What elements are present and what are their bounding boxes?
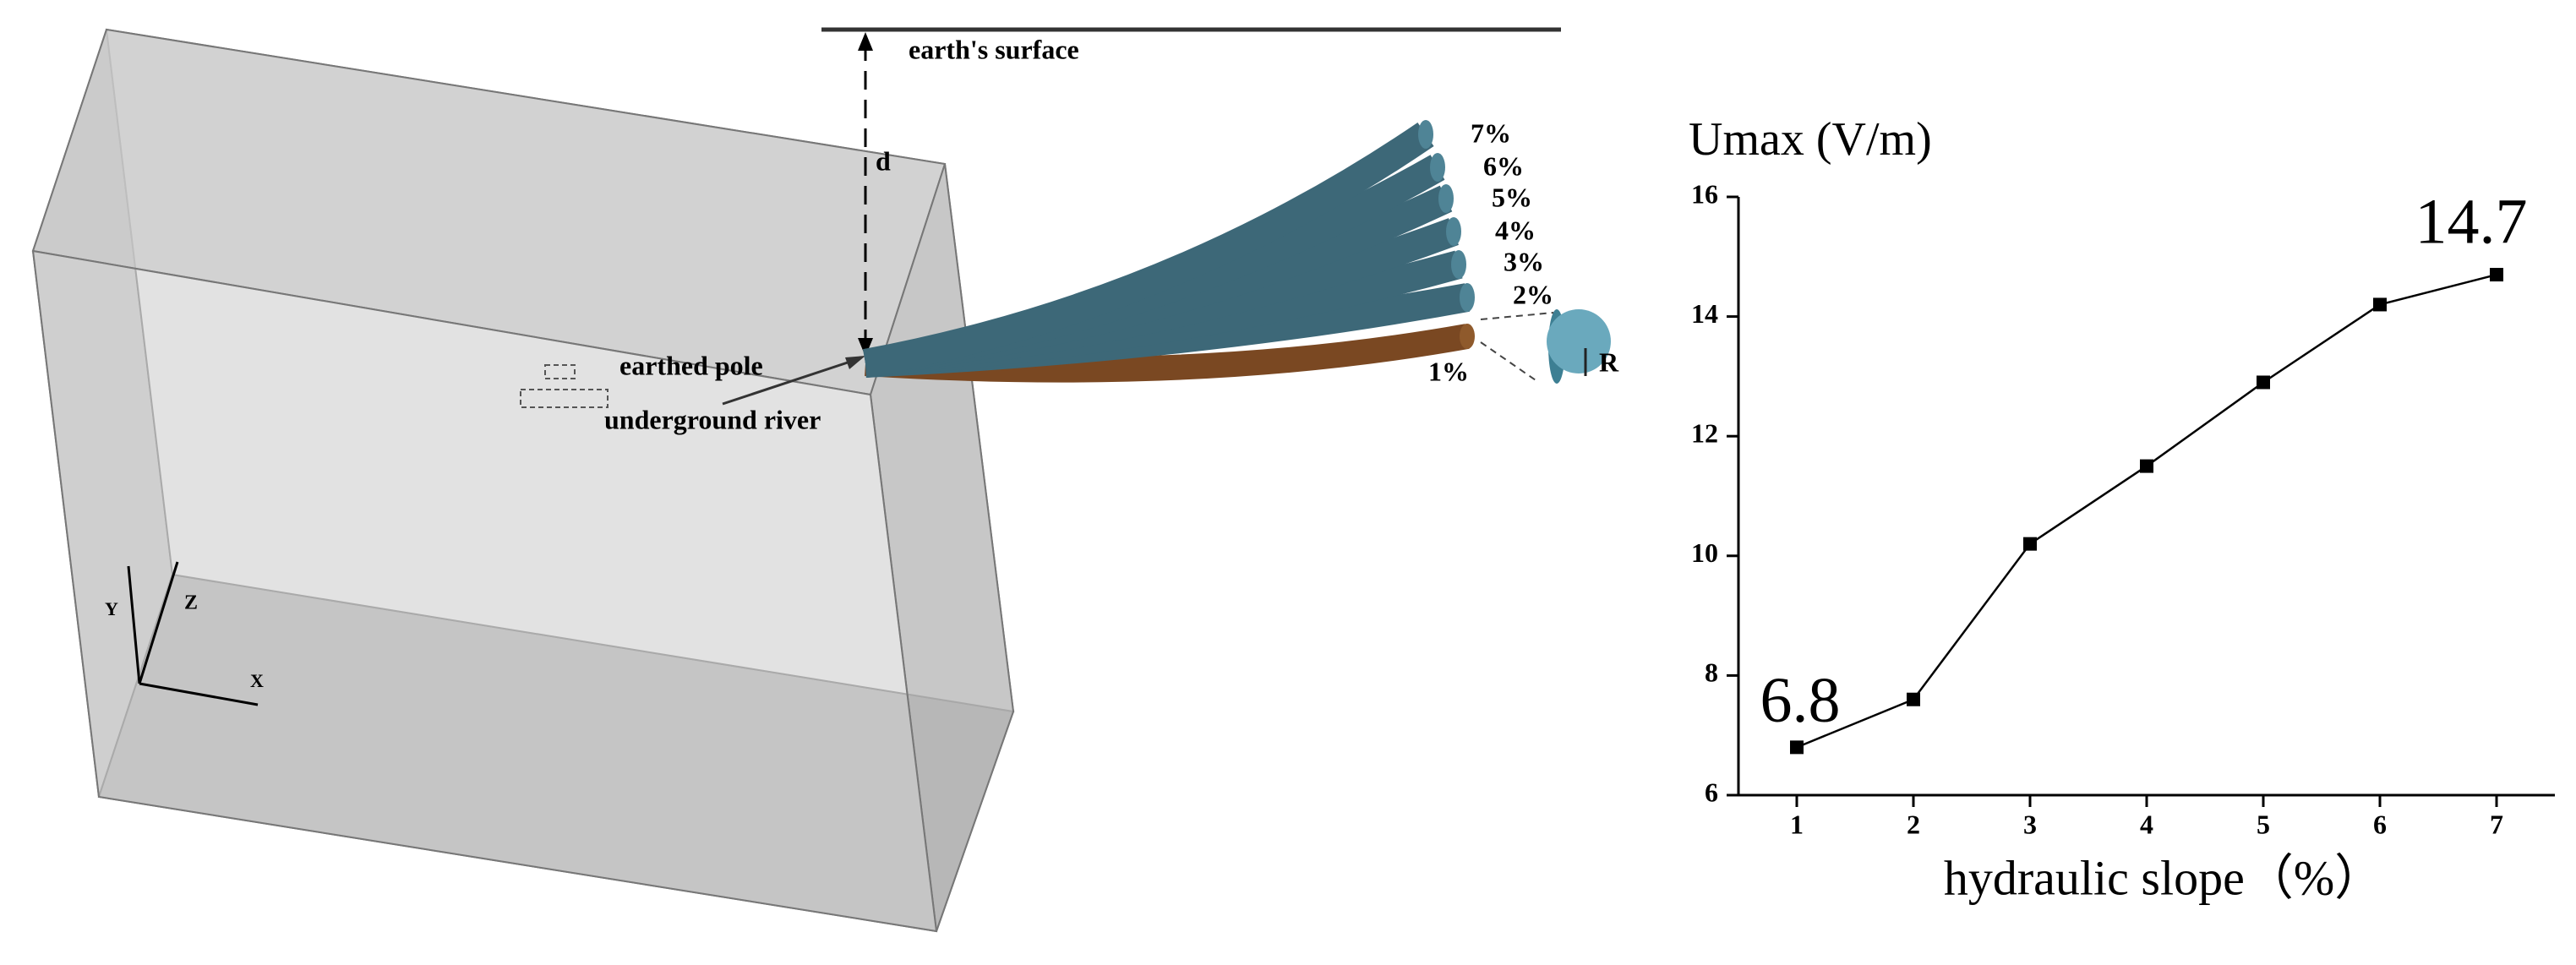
river-end — [1451, 250, 1466, 279]
triad-z — [138, 561, 179, 684]
leader — [1480, 312, 1554, 320]
x-axis-label: hydraulic slope（%） — [1944, 850, 2383, 905]
y-tick-label: 12 — [1691, 418, 1718, 449]
point — [2257, 375, 2270, 390]
arrow-head — [858, 32, 873, 51]
triad-x — [139, 682, 259, 706]
x-tick-label: 3 — [2023, 809, 2037, 839]
depth-label: d — [876, 145, 891, 176]
river-marker — [520, 389, 609, 408]
river-end — [1418, 120, 1433, 149]
arrow-head — [845, 356, 865, 369]
slope-label: 7% — [1471, 117, 1511, 148]
axes-triad — [127, 561, 259, 706]
x-tick-label: 5 — [2257, 809, 2270, 839]
point — [2373, 297, 2387, 312]
slope-label: 2% — [1513, 279, 1553, 309]
triad-label: Z — [184, 592, 198, 614]
x-tick-label: 7 — [2490, 809, 2503, 839]
point — [1907, 692, 1920, 706]
x-tick-label: 4 — [2140, 809, 2153, 839]
surface-label: earth's surface — [909, 34, 1079, 64]
y-tick-label: 14 — [1691, 298, 1718, 329]
point — [2490, 268, 2503, 282]
river — [862, 122, 1434, 378]
x-tick-label: 2 — [1907, 809, 1920, 839]
pole-label: earthed pole — [619, 350, 763, 380]
river-end — [1430, 153, 1445, 182]
triad-label: X — [250, 670, 264, 691]
arrow-head — [858, 338, 873, 357]
triad-label: Y — [105, 598, 118, 619]
slope-label: 4% — [1495, 215, 1536, 245]
slope-label: 3% — [1504, 246, 1544, 276]
slope-label: 5% — [1492, 182, 1532, 212]
point — [2140, 459, 2153, 473]
triad-y — [127, 565, 141, 684]
river-end — [1460, 283, 1475, 312]
point — [2023, 537, 2037, 551]
river-label: underground river — [604, 404, 821, 434]
radius-label: R — [1599, 346, 1619, 377]
point — [1790, 740, 1804, 755]
x-tick-label: 1 — [1790, 809, 1804, 839]
slope-label: 1% — [1428, 356, 1469, 386]
y-tick-label: 6 — [1705, 777, 1718, 807]
slope-label: 6% — [1483, 150, 1524, 181]
value-label: 14.7 — [2415, 186, 2528, 257]
y-tick-label: 10 — [1691, 537, 1718, 568]
river-end — [1438, 184, 1454, 213]
box — [31, 28, 1015, 933]
section — [1547, 309, 1611, 373]
leader — [1480, 341, 1539, 383]
y-axis-label: Umax (V/m) — [1689, 113, 1932, 166]
box-front — [31, 249, 938, 933]
river-end — [1446, 217, 1461, 246]
rivers — [862, 120, 1475, 383]
value-label: 6.8 — [1760, 665, 1841, 736]
pole-marker — [544, 364, 576, 379]
y-tick-label: 16 — [1691, 178, 1718, 209]
y-tick-label: 8 — [1705, 657, 1718, 688]
line — [1796, 273, 2497, 749]
pointer — [722, 357, 859, 406]
river-end — [1460, 324, 1475, 349]
x-tick-label: 6 — [2373, 809, 2387, 839]
